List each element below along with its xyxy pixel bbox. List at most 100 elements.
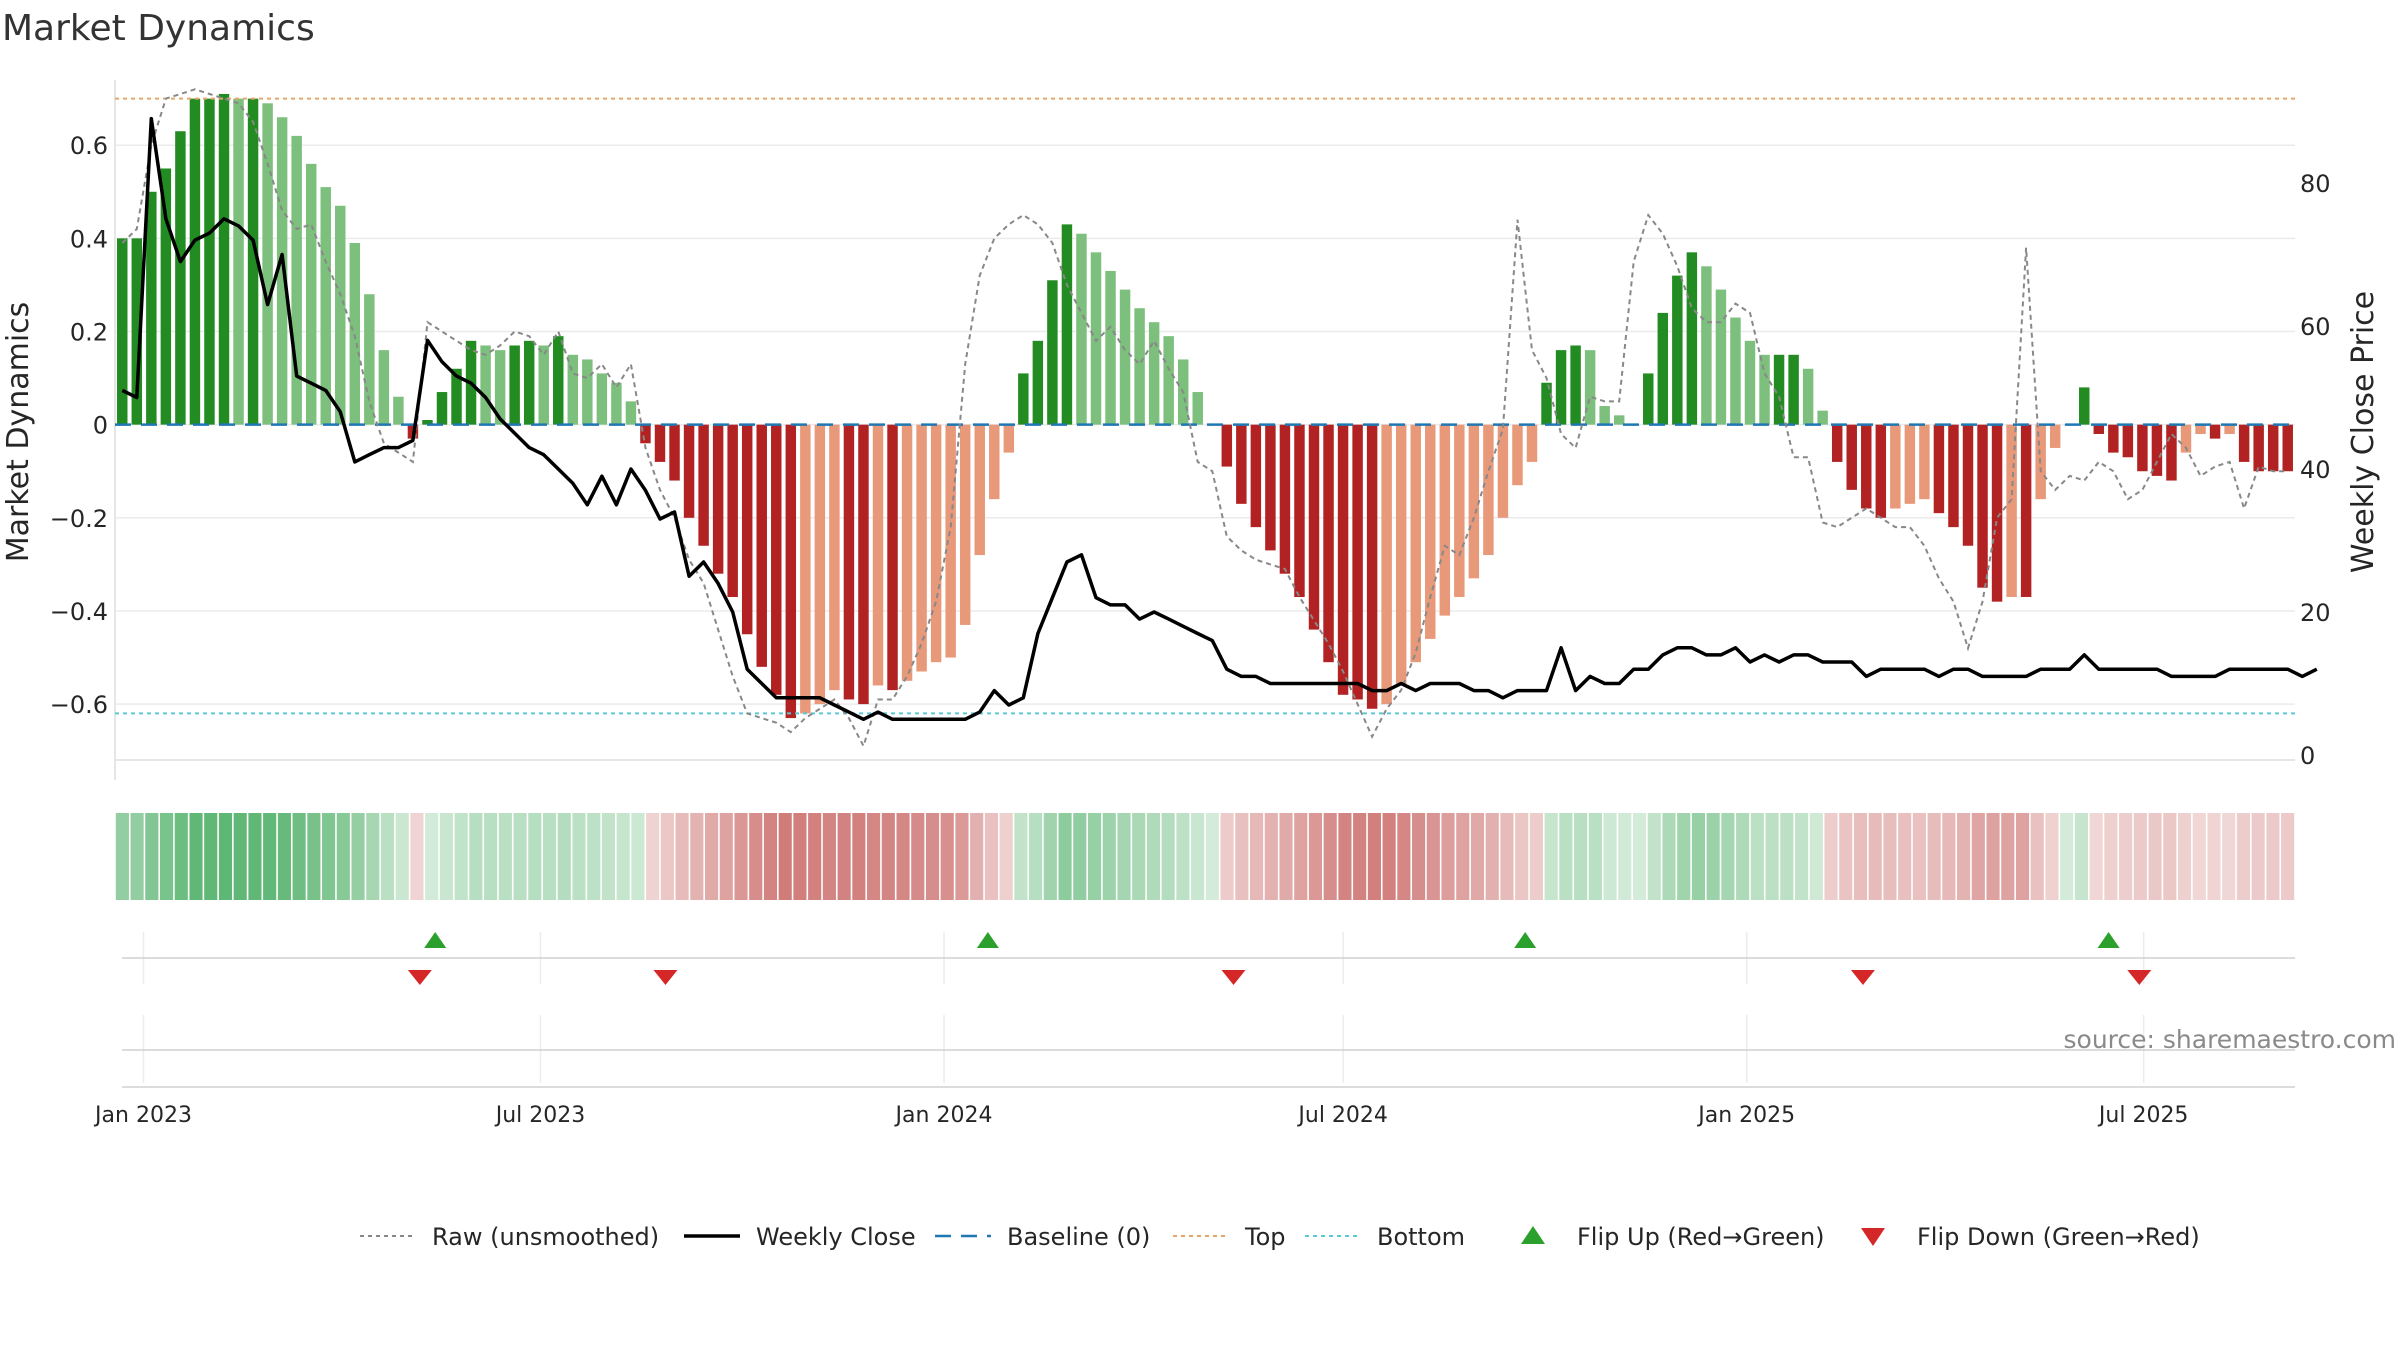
regime-cell [749, 813, 763, 900]
regime-cell [1087, 813, 1102, 900]
bar [247, 98, 259, 425]
regime-cell [1058, 813, 1072, 900]
regime-cell [1132, 813, 1146, 900]
regime-cell [999, 813, 1013, 900]
regime-cell [410, 813, 424, 900]
bar [1730, 317, 1741, 425]
flip-down-marker [1850, 970, 1875, 985]
regime-cell [2045, 813, 2059, 900]
x-tick-label: Jul 2025 [2097, 1103, 2189, 1128]
bar [1759, 354, 1770, 425]
regime-cell [896, 813, 910, 900]
regime-cell [233, 813, 247, 900]
bar [1061, 224, 1073, 425]
regime-cell [1912, 813, 1926, 900]
bar [523, 340, 535, 425]
legend-item: Weekly Close [684, 1223, 916, 1251]
bar [1439, 424, 1451, 616]
legend-label: Weekly Close [756, 1223, 916, 1251]
bar [2137, 424, 2148, 472]
regime-cell [1544, 813, 1558, 900]
regime-cell [1632, 813, 1647, 900]
regime-cell [528, 813, 542, 900]
regime-cell [1618, 813, 1632, 900]
regime-cell [1853, 813, 1868, 900]
bar [829, 424, 840, 691]
bar [698, 424, 709, 546]
regime-cell [1294, 813, 1308, 900]
bar [1599, 406, 1610, 425]
regime-cell [1397, 813, 1411, 900]
regime-cell [1029, 813, 1043, 900]
bar [189, 98, 201, 425]
legend-item: Top [1173, 1223, 1286, 1251]
regime-cell [2089, 813, 2103, 900]
bar [1236, 424, 1247, 504]
y2-tick-label: 60 [2300, 313, 2331, 341]
bar [1134, 308, 1145, 425]
bar [1294, 424, 1305, 597]
bar [1861, 424, 1872, 509]
regime-cell [778, 813, 792, 900]
bar [233, 98, 244, 425]
legend-item: Flip Up (Red→Green) [1521, 1223, 1825, 1251]
regime-cell [1249, 813, 1264, 900]
bar [2180, 424, 2192, 453]
bar [582, 359, 593, 425]
bar [858, 424, 869, 705]
bar [1279, 424, 1291, 574]
regime-cell [1338, 813, 1352, 900]
regime-cell [1367, 813, 1381, 900]
bar [1570, 345, 1581, 425]
y-tick-label: 0.4 [70, 225, 108, 253]
bar [1497, 424, 1509, 518]
bar [1163, 336, 1174, 425]
bar [683, 424, 695, 518]
bar [335, 205, 346, 425]
legend-swatch [1521, 1226, 1545, 1244]
y-tick-label: −0.6 [50, 691, 108, 719]
bar [1933, 424, 1945, 514]
regime-cell [218, 813, 233, 900]
bar [1265, 424, 1276, 551]
regime-cell [793, 813, 807, 900]
regime-cell [1559, 813, 1573, 900]
regime-cell [1736, 813, 1750, 900]
bar [1410, 424, 1421, 663]
regime-cell [1603, 813, 1617, 900]
bar [2122, 424, 2134, 458]
bar [1686, 252, 1698, 425]
bar [2049, 424, 2061, 448]
flip-up-marker [976, 932, 999, 948]
regime-cell [2192, 813, 2206, 900]
regime-cell [1073, 813, 1087, 900]
flip-down-marker [407, 970, 432, 985]
regime-cell [1014, 813, 1028, 900]
bar [727, 424, 738, 597]
regime-cell [1809, 813, 1823, 900]
legend-swatch [1861, 1228, 1885, 1246]
bar [1657, 312, 1669, 425]
regime-cell [2251, 813, 2265, 900]
bar [2253, 424, 2264, 472]
regime-cell [808, 813, 822, 900]
bar [712, 424, 724, 574]
regime-cell [1780, 813, 1794, 900]
bar [2079, 387, 2090, 425]
regime-cell [1868, 813, 1882, 900]
regime-cell [115, 813, 129, 900]
regime-cell [1043, 813, 1057, 900]
legend-label: Raw (unsmoothed) [432, 1223, 659, 1251]
bar [1904, 424, 1916, 504]
legend-label: Baseline (0) [1007, 1223, 1150, 1251]
regime-cell [572, 813, 586, 900]
regime-cell [1117, 813, 1131, 900]
regime-cell [292, 813, 306, 900]
bar [800, 424, 811, 714]
bar [204, 98, 215, 425]
bar [1701, 266, 1712, 425]
y2-tick-label: 20 [2300, 599, 2331, 627]
regime-cell [2163, 813, 2177, 900]
bar [1846, 424, 1857, 490]
